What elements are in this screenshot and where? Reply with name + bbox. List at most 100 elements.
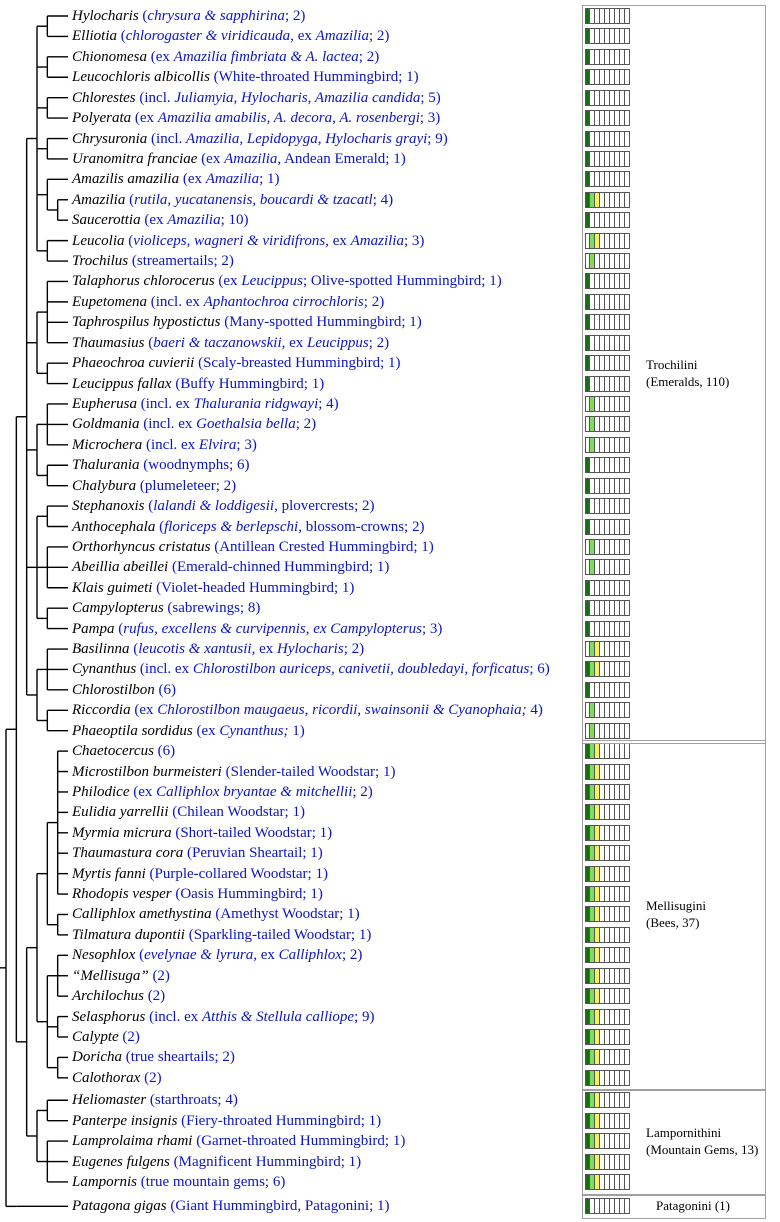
trait-cell <box>610 763 615 780</box>
taxon-description: (Oasis Hummingbird; 1) <box>175 886 323 903</box>
trait-cell <box>625 130 630 147</box>
trait-cell <box>585 8 590 24</box>
taxon-name: Saucerottia <box>72 212 141 229</box>
trait-cell <box>605 355 610 372</box>
taxon-name: Amazilia <box>72 191 126 208</box>
trait-cell <box>625 293 630 310</box>
trait-cell <box>605 457 610 474</box>
trait-cell <box>625 579 630 596</box>
trait-cell <box>610 906 615 923</box>
taxon-description: (woodnymphs; 6) <box>143 457 250 474</box>
trait-cell <box>605 1008 610 1025</box>
trait-cell <box>605 804 610 821</box>
trait-cell <box>600 865 605 882</box>
trait-cell <box>620 130 625 147</box>
trait-cell <box>625 1008 630 1025</box>
trait-cell <box>600 171 605 188</box>
trait-cell <box>585 253 590 270</box>
trait-cell <box>610 314 615 331</box>
trait-cell <box>605 212 610 229</box>
trait-bar <box>585 477 631 494</box>
trait-cell <box>590 334 595 351</box>
trait-cell <box>610 212 615 229</box>
trait-cell <box>605 395 610 412</box>
trait-cell <box>595 702 600 719</box>
trait-cell <box>600 395 605 412</box>
trait-bar <box>585 498 631 515</box>
trait-cell <box>605 661 610 678</box>
trait-cell <box>585 355 590 372</box>
trait-cell <box>620 886 625 903</box>
trait-cell <box>620 1092 625 1109</box>
trait-cell <box>620 457 625 474</box>
trait-bar <box>585 824 631 841</box>
trait-cell <box>590 436 595 453</box>
trait-cell <box>585 926 590 943</box>
trait-cell <box>610 1112 615 1129</box>
trait-cell <box>605 538 610 555</box>
trait-cell <box>615 804 620 821</box>
trait-cell <box>585 763 590 780</box>
trait-cell <box>625 783 630 800</box>
trait-bar <box>585 886 631 903</box>
taxon-name: Basilinna <box>72 641 130 658</box>
taxon-name: Chrysuronia <box>72 130 148 147</box>
trait-cell <box>615 661 620 678</box>
trait-cell <box>625 1153 630 1170</box>
trait-cell <box>585 1133 590 1150</box>
trait-cell <box>620 804 625 821</box>
trait-cell <box>595 824 600 841</box>
trait-cell <box>620 8 625 24</box>
taxon-name: Selasphorus <box>72 1008 146 1025</box>
trait-cell <box>590 355 595 372</box>
trait-cell <box>615 212 620 229</box>
trait-cell <box>595 845 600 862</box>
trait-cell <box>625 48 630 65</box>
trait-bar <box>585 457 631 474</box>
taxon-name: Chlorostilbon <box>72 681 155 698</box>
trait-cell <box>605 314 610 331</box>
trait-cell <box>620 1049 625 1066</box>
trait-cell <box>605 641 610 658</box>
taxon-description: (Slender-tailed Woodstar; 1) <box>225 763 396 780</box>
trait-cell <box>585 28 590 45</box>
trait-bar <box>585 314 631 331</box>
trait-cell <box>625 763 630 780</box>
taxon-row: Selasphorus (incl. ex Atthis & Stellula … <box>72 1007 375 1027</box>
trait-cell <box>625 8 630 24</box>
trait-cell <box>625 1049 630 1066</box>
trait-cell <box>595 661 600 678</box>
taxon-description: (leucotis & xantusii, ex Hylocharis; 2) <box>133 641 365 658</box>
trait-cell <box>620 661 625 678</box>
trait-cell <box>590 110 595 127</box>
trait-cell <box>600 273 605 290</box>
taxon-row: Eugenes fulgens (Magnificent Hummingbird… <box>72 1152 361 1172</box>
taxon-name: Klais guimeti <box>72 579 153 596</box>
trait-cell <box>620 967 625 984</box>
trait-cell <box>605 906 610 923</box>
taxon-row: Thaumastura cora (Peruvian Sheartail; 1) <box>72 843 323 863</box>
trait-cell <box>605 1173 610 1190</box>
trait-cell <box>620 334 625 351</box>
trait-cell <box>605 191 610 208</box>
trait-cell <box>615 1008 620 1025</box>
trait-cell <box>625 314 630 331</box>
trait-cell <box>600 886 605 903</box>
trait-cell <box>590 865 595 882</box>
trait-cell <box>605 28 610 45</box>
trait-cell <box>620 947 625 964</box>
trait-cell <box>615 375 620 392</box>
taxon-row: Leucippus fallax (Buffy Hummingbird; 1) <box>72 374 324 394</box>
trait-cell <box>590 69 595 86</box>
taxon-row: Polyerata (ex Amazilia amabilis, A. deco… <box>72 108 440 128</box>
trait-cell <box>600 477 605 494</box>
trait-cell <box>585 641 590 658</box>
trait-cell <box>620 191 625 208</box>
trait-cell <box>605 171 610 188</box>
trait-cell <box>600 28 605 45</box>
trait-cell <box>610 661 615 678</box>
tribe-label: Lampornithini (Mountain Gems, 13) <box>646 1125 759 1158</box>
trait-cell <box>590 763 595 780</box>
taxon-name: Archilochus <box>72 988 144 1005</box>
